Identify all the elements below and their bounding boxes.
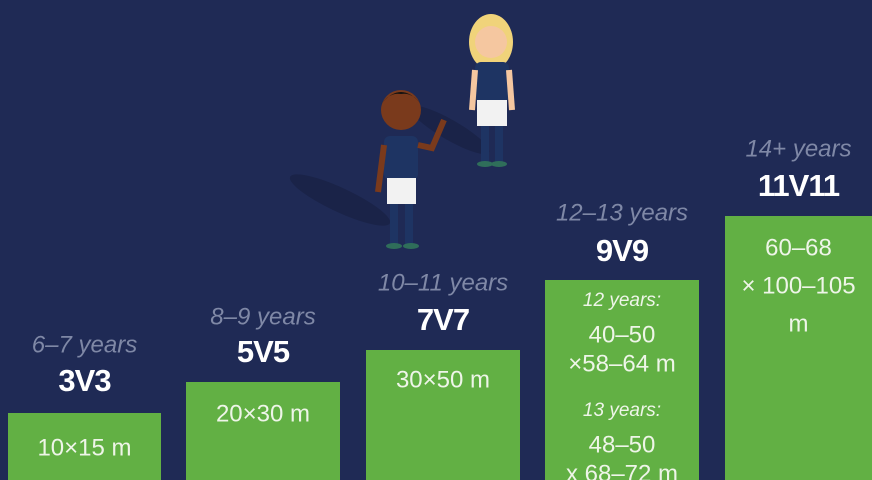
age-note: 12 years:	[583, 290, 661, 311]
age-note: 13 years:	[583, 400, 661, 421]
age-label: 6–7 years	[32, 331, 137, 358]
format-label: 5V5	[237, 334, 290, 369]
field-size: 20×30 m	[216, 400, 310, 427]
field-size: m	[789, 310, 809, 337]
field-size: 60–68	[765, 234, 832, 261]
age-label: 10–11 years	[378, 269, 508, 296]
field-size: × 100–105	[741, 272, 855, 299]
age-label: 12–13 years	[556, 199, 688, 226]
field-size: 40–50	[589, 321, 656, 348]
format-label: 3V3	[58, 363, 111, 398]
format-label: 9V9	[596, 233, 649, 268]
field-block	[186, 382, 340, 480]
format-label: 7V7	[417, 302, 469, 337]
age-label: 8–9 years	[210, 303, 315, 330]
field-size: 48–50	[589, 431, 656, 458]
format-label: 11V11	[758, 168, 840, 203]
field-size: 10×15 m	[37, 434, 131, 461]
age-label: 14+ years	[745, 135, 851, 162]
field-size: x 68–72 m	[566, 460, 678, 480]
field-size: ×58–64 m	[568, 350, 675, 377]
field-size: 30×50 m	[396, 366, 490, 393]
infographic: 6–7 years 3V3 10×15 m 8–9 years 5V5 20×30 m 10…	[0, 0, 872, 480]
